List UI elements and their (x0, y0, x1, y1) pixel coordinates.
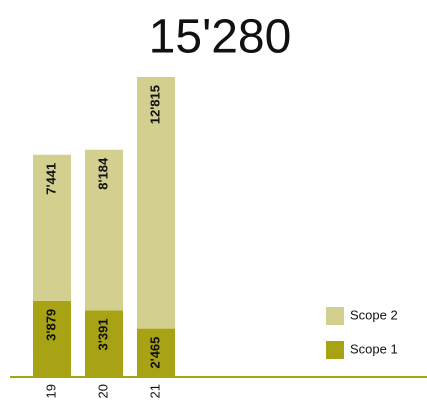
bar-segment (85, 149, 123, 311)
x-tick-label: 20 (95, 384, 110, 398)
x-tick-label: 21 (147, 384, 162, 398)
legend-swatch (326, 307, 344, 325)
value-label: 3'391 (95, 318, 110, 350)
value-label: 12'815 (147, 85, 162, 124)
bar-segment (137, 328, 175, 377)
legend-label: Scope 2 (350, 307, 398, 322)
chart-title: 15'280 (149, 11, 292, 64)
bar-segment (33, 154, 71, 301)
bar-segment (85, 310, 123, 377)
bar-segment (137, 77, 175, 329)
value-label: 2'465 (147, 337, 162, 369)
x-tick-label: 19 (43, 384, 58, 398)
bar-segment (33, 300, 71, 377)
value-label: 8'184 (95, 157, 110, 190)
legend-swatch (326, 341, 344, 359)
legend-label: Scope 1 (350, 341, 398, 356)
value-label: 3'879 (43, 309, 58, 341)
value-label: 7'441 (43, 163, 58, 195)
